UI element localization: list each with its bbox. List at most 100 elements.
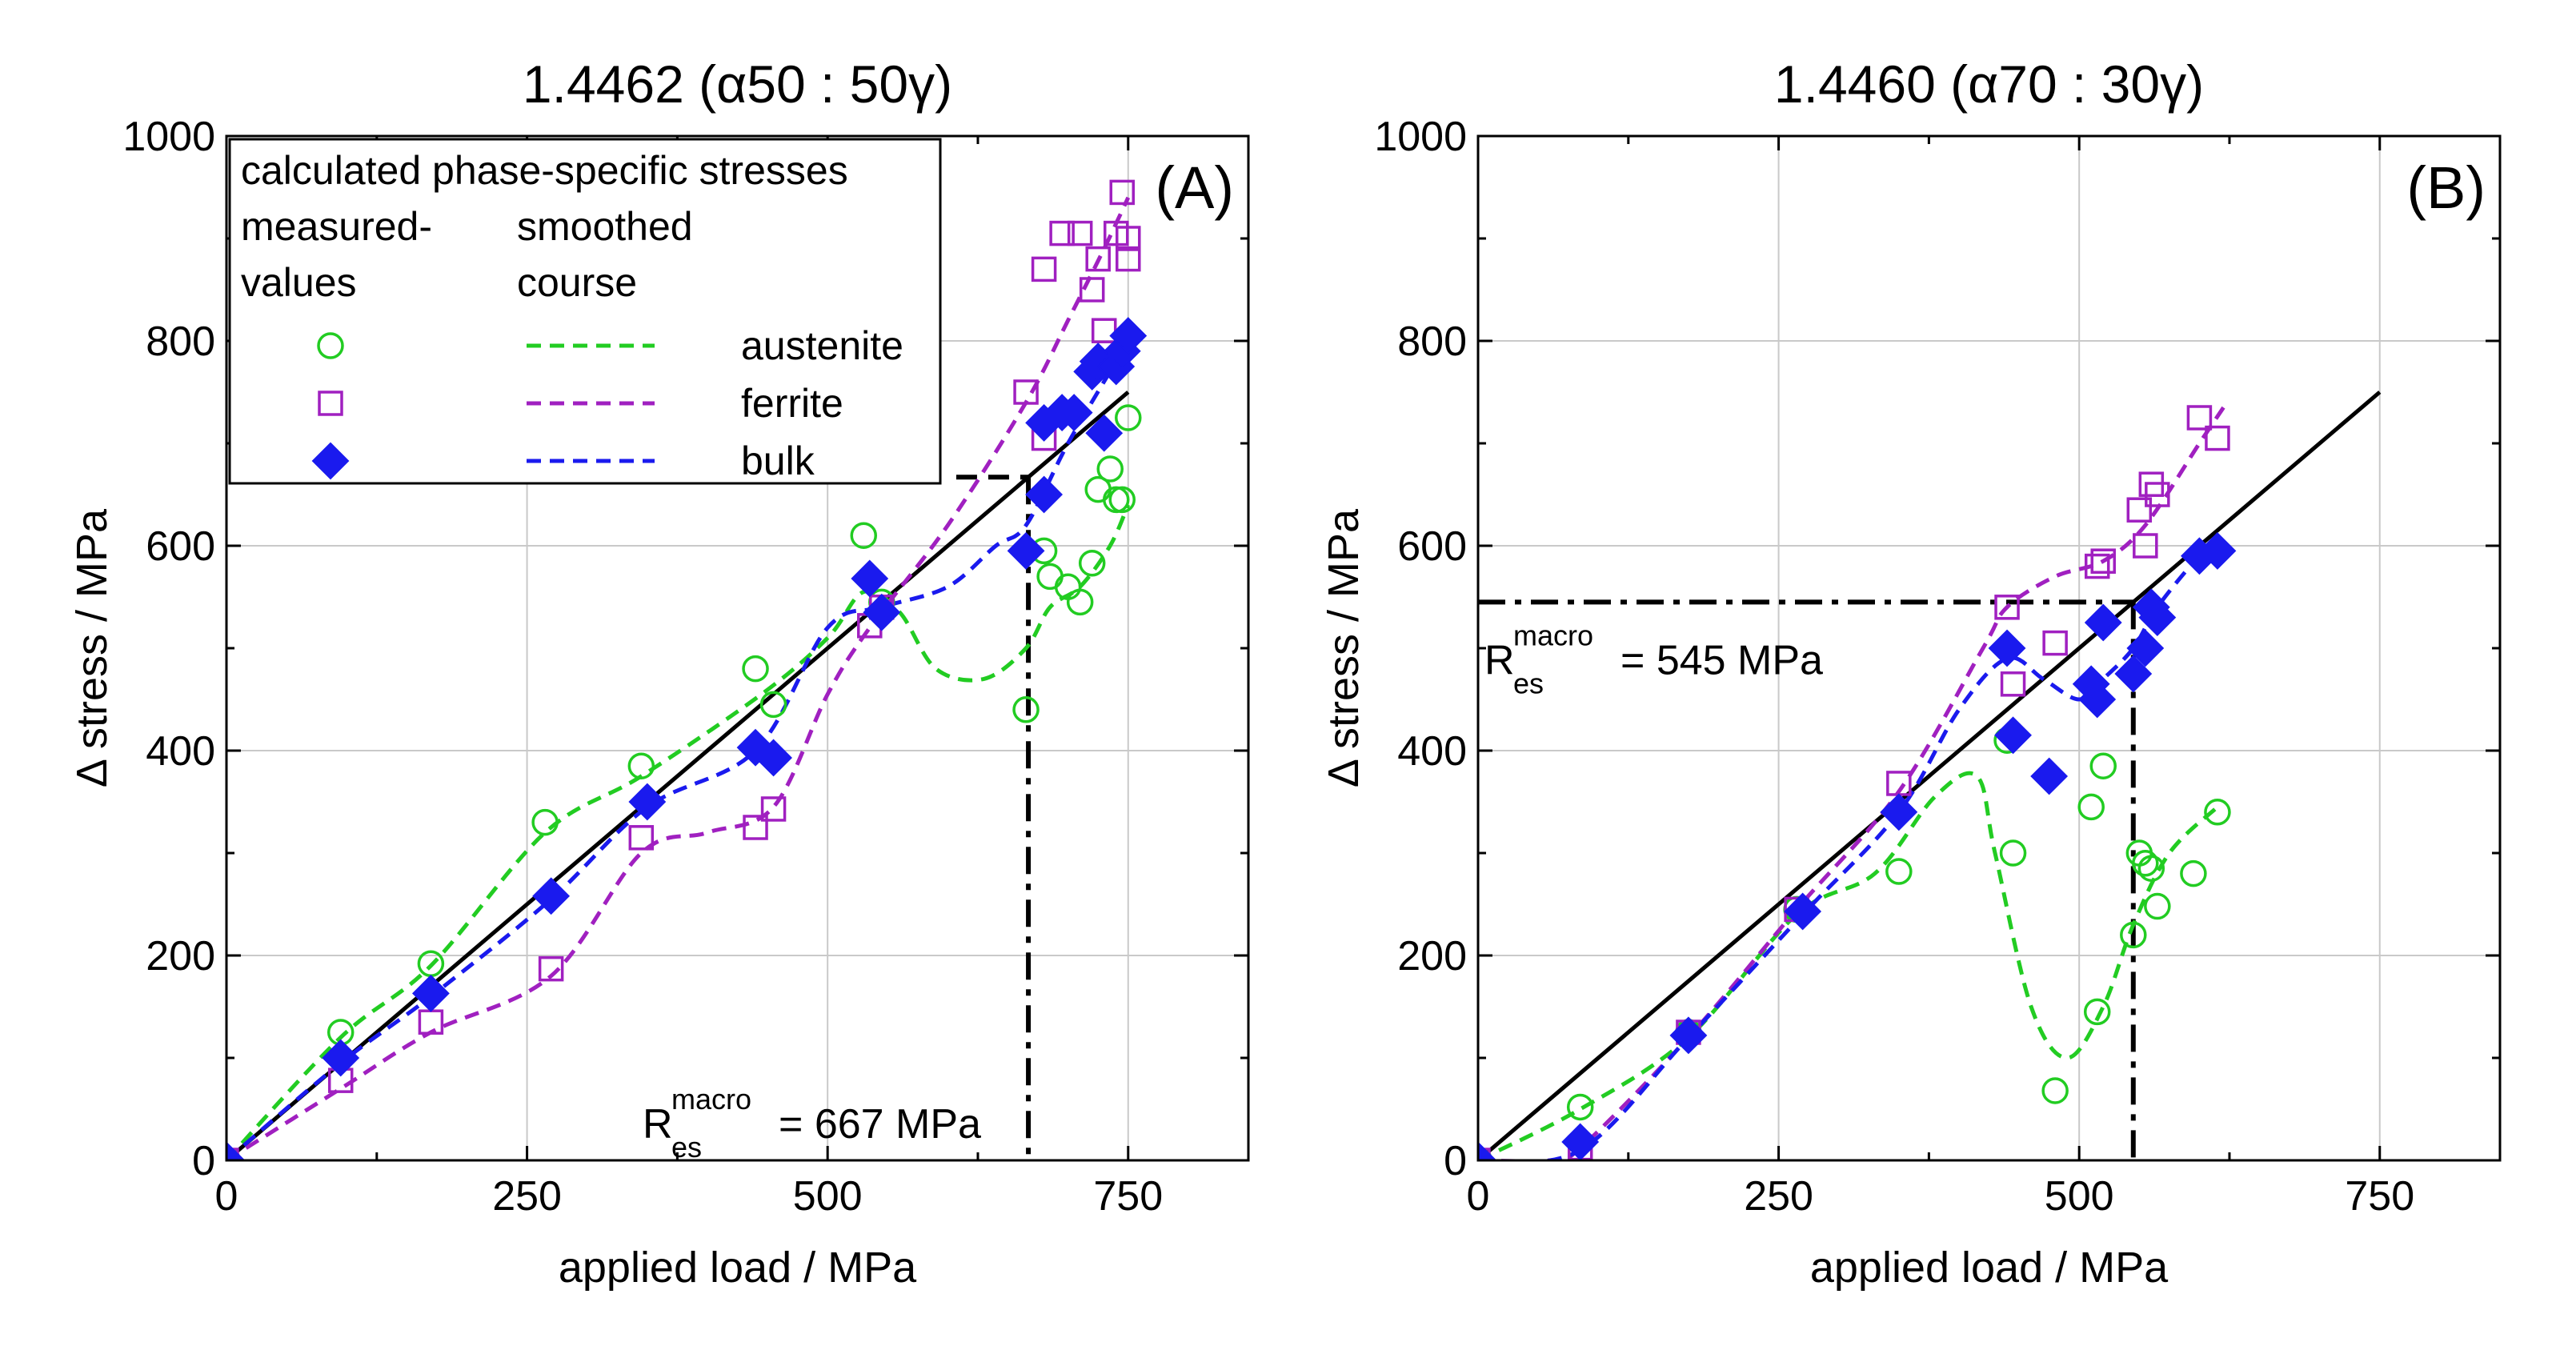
panel-a-legend-marker-ferrite (318, 391, 343, 416)
panel-b-series-bulk (1478, 531, 2237, 1160)
panel-a-ytick-label: 600 (146, 523, 215, 570)
panel-b-smooth-bulk (1478, 543, 2219, 1160)
panel-b-austenite-point (2120, 921, 2147, 949)
panel-a-austenite-point (742, 655, 769, 683)
panel-a-ferrite-point (1067, 220, 1093, 246)
panel-b-xtick-label: 500 (2045, 1173, 2114, 1220)
panel-a-bulk-point (322, 1039, 360, 1077)
panel-b-xlabel: applied load / MPa (1810, 1244, 2169, 1292)
panel-a-xtick-label: 750 (1093, 1173, 1163, 1220)
panel-a-ticks: 0 250 500 750 0 200 400 600 800 1000 (122, 114, 1248, 1220)
panel-a-legend-col2-line1: smoothed (517, 204, 693, 249)
panel-a-ytick-label: 800 (146, 318, 215, 365)
panel-b-bulk-point (2030, 757, 2069, 795)
panel-a-ferrite-point (1049, 220, 1075, 246)
panel-a-data (226, 179, 1148, 1160)
panel-a-xtick-label: 0 (215, 1173, 238, 1220)
panel-a-rmacro-main: R (643, 1101, 673, 1148)
panel-b-bulk-point (1994, 716, 2032, 755)
panel-b-ferrite-point (2090, 548, 2116, 574)
panel-b-ylabel: Δ stress / MPa (1320, 508, 1368, 787)
panel-a-ytick-label: 0 (192, 1138, 215, 1184)
panel-a-bulk-point (1055, 394, 1093, 432)
panel-b-austenite-point (2077, 793, 2105, 821)
panel-a-bulk-point (411, 974, 450, 1012)
panel-a-austenite-point (1102, 486, 1130, 514)
panel-a-bulk-point (863, 593, 901, 631)
panel-b-frame (1476, 134, 2502, 1162)
panel-b-ferrite-point (2042, 630, 2068, 656)
panel-b-austenite-point (2144, 892, 2171, 920)
panel-b-austenite-point (2041, 1077, 2069, 1104)
panel-b-rmacro-sup: macro (1513, 619, 1593, 651)
panel-a-austenite-point (531, 808, 559, 836)
panel-a-legend: calculated phase-specific stresses measur… (228, 138, 942, 485)
panel-a-austenite-point (1096, 455, 1124, 483)
panel-b-smooth-austenite (1478, 771, 2219, 1160)
panel-b-bulk-point (1880, 793, 1918, 831)
panel-a-rmacro-value: = 667 MPa (779, 1101, 981, 1148)
panel-b-ferrite-point (1994, 595, 2020, 620)
panel-a-ytick-label: 1000 (122, 114, 215, 160)
panel-a-xtick-label: 500 (793, 1173, 863, 1220)
panel-a-austenite-point (1108, 486, 1136, 514)
panel-a-label: (A) (1155, 154, 1234, 221)
panel-a-ferrite-point (760, 796, 787, 822)
panel-a-ferrite-point (1085, 246, 1111, 272)
panel-a-bulk-point (226, 1141, 246, 1160)
panel-a-austenite-point (1078, 550, 1106, 577)
panel-b-label: (B) (2406, 154, 2486, 221)
panel-a-ferrite-point (1116, 246, 1141, 272)
panel-b: 0 250 500 750 0 200 400 600 800 1000 applied load … (1320, 54, 2502, 1292)
panel-b-austenite-point (1566, 1093, 1594, 1121)
panel-b-xtick-label: 0 (1467, 1173, 1490, 1220)
panel-b-austenite-point (2204, 799, 2231, 826)
panel-b-bulk-point (1478, 1141, 1497, 1160)
panel-a-bulk-point (628, 783, 667, 821)
panel-a-xlabel: applied load / MPa (559, 1244, 917, 1292)
panel-b-ytick-label: 1000 (1374, 114, 1467, 160)
panel-b-rmacro-sub: es (1513, 667, 1544, 699)
panel-b-ferrite-point (2145, 482, 2170, 507)
panel-b-bulk-point (1669, 1016, 1708, 1055)
panel-a-legend-marker-austenite (317, 332, 344, 359)
panel-a-ferrite-point (1079, 277, 1105, 302)
panel-b-ferrite-point (2186, 405, 2213, 431)
panel-b-title: 1.4460 (α70 : 30γ) (1774, 54, 2204, 114)
panel-b-austenite-point (2083, 998, 2111, 1026)
panel-a-legend-label-ferrite: ferrite (741, 381, 843, 426)
panel-a: 0 250 500 750 0 200 400 600 800 1000 applied load … (68, 54, 1250, 1292)
panel-b-xtick-label: 250 (1744, 1173, 1813, 1220)
panel-a-bulk-point (755, 739, 792, 777)
panel-a-ferrite-point (1031, 256, 1057, 282)
panel-a-bulk-point (851, 559, 889, 598)
panel-b-bulk-point (2114, 655, 2153, 693)
panel-b-ytick-label: 400 (1397, 728, 1467, 775)
panel-b-data (1478, 391, 2382, 1160)
panel-b-bulk-point (1988, 629, 2026, 667)
panel-a-legend-col1-line2: values (241, 260, 357, 305)
panel-a-bulk-point (1007, 531, 1045, 570)
panel-a-bulk-point (1025, 475, 1064, 514)
panel-a-rmacro-sub: es (671, 1131, 702, 1164)
panel-b-ytick-label: 200 (1397, 933, 1467, 979)
panel-a-ytick-label: 400 (146, 728, 215, 775)
panel-a-austenite-point (1012, 696, 1040, 723)
panel-b-ytick-label: 800 (1397, 318, 1467, 365)
panel-a-ferrite-point (538, 955, 564, 982)
panel-a-ferrite-point (418, 1009, 444, 1035)
panel-b-ferrite-point (2133, 533, 2158, 559)
panel-a-ytick-label: 200 (146, 933, 215, 979)
panel-a-frame (225, 134, 1250, 1162)
panel-a-ferrite-point (1091, 318, 1117, 343)
panel-b-smooth-ferrite (1478, 406, 2225, 1160)
panel-b-rmacro-value: = 545 MPa (1621, 637, 1823, 683)
panel-a-austenite-point (1066, 588, 1094, 616)
panel-a-austenite-point (759, 691, 787, 719)
panel-a-series-bulk (226, 317, 1148, 1160)
panel-b-austenite-point (2137, 855, 2165, 882)
panel-b-series-austenite (1478, 727, 2231, 1160)
panel-b-austenite-point (1885, 858, 1913, 885)
panel-b-ferrite-point (2000, 671, 2026, 697)
